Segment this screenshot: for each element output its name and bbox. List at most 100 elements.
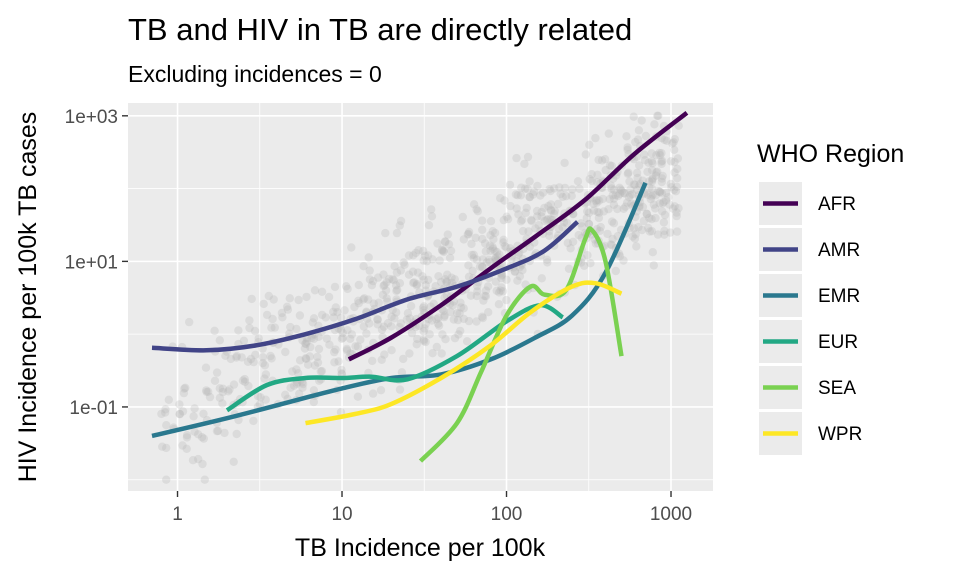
scatter-point	[624, 193, 634, 202]
scatter-point	[385, 274, 394, 284]
scatter-point	[628, 190, 637, 199]
legend-label-amr: AMR	[818, 240, 860, 261]
scatter-point	[373, 320, 382, 329]
scatter-point	[648, 174, 657, 183]
scatter-point	[609, 194, 619, 203]
scatter-point	[477, 312, 487, 321]
scatter-point	[545, 231, 554, 240]
scatter-point	[660, 210, 670, 220]
scatter-point	[490, 246, 499, 256]
scatter-point	[404, 270, 414, 279]
scatter-point	[419, 246, 428, 256]
scatter-point	[520, 159, 529, 169]
scatter-point	[492, 286, 501, 295]
smooth-curves	[151, 111, 689, 463]
scatter-point	[329, 313, 338, 322]
scatter-point	[670, 202, 679, 211]
scatter-point	[359, 322, 368, 331]
scatter-point	[322, 334, 331, 343]
scatter-point	[494, 288, 504, 297]
scatter-point	[353, 342, 363, 351]
scatter-point	[441, 275, 450, 284]
scatter-point	[664, 193, 673, 202]
scatter-point	[647, 227, 657, 236]
scatter-point	[499, 235, 508, 244]
scatter-point	[368, 356, 377, 366]
scatter-point	[285, 294, 294, 303]
scatter-point	[377, 355, 386, 364]
scatter-point	[510, 267, 520, 277]
scatter-point	[201, 363, 211, 372]
scatter-point	[456, 326, 465, 336]
scatter-point	[469, 200, 479, 209]
scatter-point	[653, 111, 662, 121]
scatter-point	[292, 379, 301, 388]
scatter-point	[546, 205, 556, 215]
scatter-point	[442, 278, 451, 287]
scatter-point	[300, 344, 310, 353]
scatter-point	[325, 340, 334, 349]
scatter-point	[390, 314, 399, 323]
scatter-point	[338, 328, 347, 338]
scatter-point	[396, 216, 406, 226]
scatter-point	[462, 337, 472, 346]
scatter-point	[362, 329, 371, 338]
scatter-point	[309, 386, 319, 395]
scatter-point	[637, 225, 647, 235]
scatter-point	[605, 195, 614, 204]
series-line-wpr	[305, 280, 623, 426]
scatter-point	[321, 313, 330, 322]
scatter-point	[649, 261, 658, 270]
scatter-point	[604, 129, 613, 138]
scatter-point	[419, 335, 428, 344]
scatter-point	[403, 309, 413, 318]
scatter-point	[554, 224, 564, 234]
scatter-point	[162, 475, 171, 484]
scatter-point	[260, 361, 270, 370]
scatter-point	[412, 281, 421, 290]
scatter-point	[330, 358, 339, 367]
scatter-point	[356, 335, 365, 344]
scatter-point	[609, 219, 619, 228]
scatter-point	[158, 442, 167, 451]
scatter-point	[553, 199, 563, 209]
scatter-point	[594, 208, 604, 217]
scatter-point	[544, 202, 553, 211]
scatter-point	[558, 223, 567, 232]
scatter-point	[473, 287, 482, 296]
scatter-point	[607, 184, 616, 193]
scatter-point	[478, 313, 488, 323]
scatter-point	[546, 186, 555, 196]
scatter-point	[615, 183, 624, 192]
scatter-point	[218, 384, 228, 393]
scatter-point	[178, 407, 188, 416]
scatter-point	[669, 204, 678, 213]
scatter-point	[448, 301, 457, 310]
scatter-point	[653, 167, 662, 176]
scatter-point	[213, 426, 223, 436]
scatter-point	[267, 323, 276, 332]
scatter-point	[472, 255, 482, 264]
scatter-point	[438, 246, 447, 255]
scatter-point	[436, 277, 446, 287]
scatter-point	[427, 212, 437, 221]
scatter-point	[354, 296, 363, 305]
scatter-point	[630, 234, 640, 243]
scatter-point	[478, 262, 487, 271]
scatter-point	[655, 199, 664, 208]
x-axis-title: TB Incidence per 100k	[295, 534, 546, 562]
scatter-point	[409, 278, 418, 288]
scatter-point	[493, 252, 502, 261]
scatter-point	[545, 185, 554, 194]
scatter-point	[464, 316, 474, 326]
scatter-point	[382, 278, 391, 287]
scatter-point	[484, 255, 494, 264]
scatter-point	[512, 204, 521, 213]
scatter-point	[499, 215, 508, 225]
scatter-point	[237, 353, 246, 362]
scatter-point	[427, 205, 436, 214]
scatter-point	[305, 352, 314, 361]
scatter-point	[424, 275, 433, 285]
scatter-point	[623, 145, 632, 154]
scatter-point	[619, 204, 628, 213]
